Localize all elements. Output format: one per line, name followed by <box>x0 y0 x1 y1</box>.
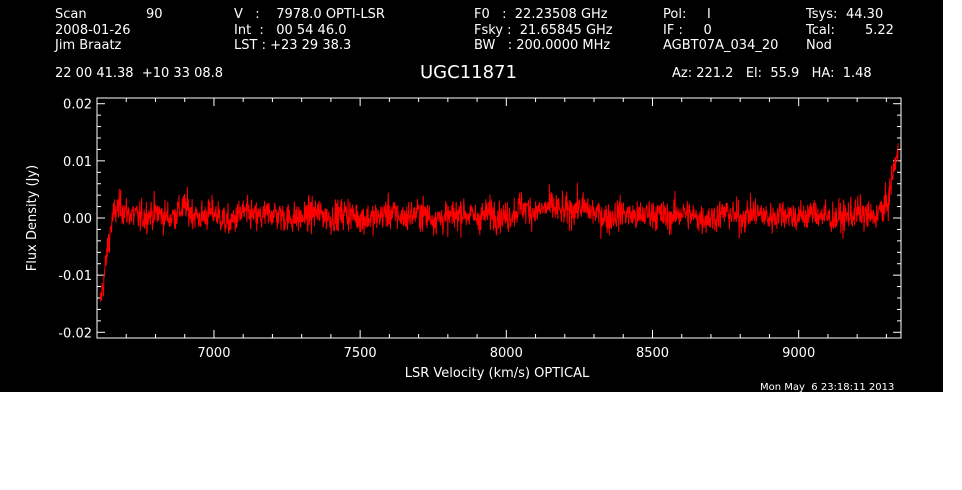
tsys-value: 44.30 <box>846 7 884 22</box>
scan-label: Scan <box>55 7 87 22</box>
observer-name: Jim Braatz <box>55 38 122 53</box>
spectrum-panel: Scan 90 2008-01-26 Jim Braatz 22 00 41.3… <box>0 0 943 393</box>
ra-dec-coordinates: 22 00 41.38 +10 33 08.8 <box>55 66 224 81</box>
obs-mode: Nod <box>806 38 832 53</box>
obs-date: 2008-01-26 <box>55 23 131 38</box>
x-tick-label: 8000 <box>490 346 523 361</box>
y-tick-label: 0.01 <box>63 155 92 170</box>
x-axis-label: LSR Velocity (km/s) OPTICAL <box>405 366 590 381</box>
rest-frequency: F0 : 22.23508 GHz <box>474 7 608 22</box>
lst-value: LST : +23 29 38.3 <box>234 38 352 53</box>
y-axis-label: Flux Density (Jy) <box>25 165 40 271</box>
plot-axes <box>96 97 902 339</box>
if-number: IF : 0 <box>663 23 712 38</box>
timestamp: Mon May 6 23:18:11 2013 <box>760 382 895 393</box>
pointing-info: Az: 221.2 El: 55.9 HA: 1.48 <box>672 66 872 81</box>
tcal-label: Tcal: <box>806 23 835 38</box>
sky-frequency: Fsky : 21.65845 GHz <box>474 23 613 38</box>
x-tick-label: 8500 <box>636 346 669 361</box>
tsys-label: Tsys: <box>806 7 838 22</box>
y-tick-label: 0.02 <box>63 98 92 113</box>
x-tick-label: 9000 <box>782 346 815 361</box>
velocity-info: V : 7978.0 OPTI-LSR <box>234 7 385 22</box>
tcal-value: 5.22 <box>865 23 894 38</box>
y-tick-label: -0.01 <box>58 269 92 284</box>
source-name: UGC11871 <box>420 62 517 83</box>
x-tick-label: 7500 <box>344 346 377 361</box>
spectrum-series-line <box>99 143 899 302</box>
project-id: AGBT07A_034_20 <box>663 38 779 53</box>
tick-labels: 7000 7500 8000 8500 9000 -0.02 -0.01 0.00 0.01 0.… <box>58 98 815 361</box>
spectrum-plot: 7000 7500 8000 8500 9000 -0.02 -0.01 0.00 0.01 0.… <box>25 97 902 381</box>
y-tick-label: 0.00 <box>63 212 92 227</box>
y-tick-label: -0.02 <box>58 326 92 341</box>
scan-number: 90 <box>146 7 163 22</box>
x-tick-label: 7000 <box>197 346 230 361</box>
integration-time: Int : 00 54 46.0 <box>234 23 347 38</box>
polarization: Pol: I <box>663 7 711 22</box>
bandwidth: BW : 200.0000 MHz <box>474 38 611 53</box>
